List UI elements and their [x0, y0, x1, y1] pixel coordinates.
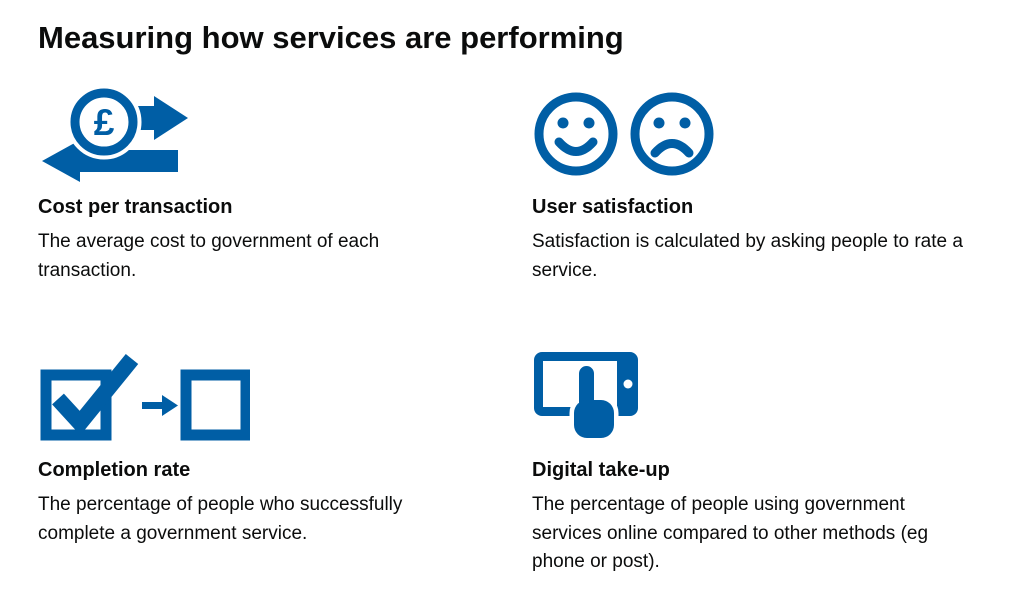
metric-card-cost-per-transaction: £ Cost per transaction The average cost …	[38, 84, 532, 285]
metric-card-completion-rate: Completion rate The percentage of people…	[38, 347, 532, 577]
metric-title: Cost per transaction	[38, 196, 233, 218]
metric-card-user-satisfaction: User satisfaction Satisfaction is calcul…	[532, 84, 1001, 285]
metric-title: Completion rate	[38, 459, 191, 481]
metric-description: Satisfaction is calculated by asking peo…	[532, 231, 963, 281]
page-title: Measuring how services are performing	[38, 20, 624, 55]
tablet-pointing-hand-icon	[532, 347, 1001, 447]
pound-exchange-arrows-icon: £	[38, 84, 532, 184]
happy-sad-faces-icon	[532, 84, 1001, 184]
metric-title: User satisfaction	[532, 196, 694, 218]
metrics-grid: £ Cost per transaction The average cost …	[38, 84, 1001, 577]
metric-description: The average cost to government of each t…	[38, 231, 380, 281]
metric-description: The percentage of people using governmen…	[532, 494, 929, 572]
pound-symbol: £	[94, 102, 115, 143]
checkbox-tick-arrow-icon	[38, 347, 532, 447]
metric-title: Digital take-up	[532, 459, 670, 481]
metric-description: The percentage of people who successfull…	[38, 494, 403, 544]
metric-card-digital-take-up: Digital take-up The percentage of people…	[532, 347, 1001, 577]
